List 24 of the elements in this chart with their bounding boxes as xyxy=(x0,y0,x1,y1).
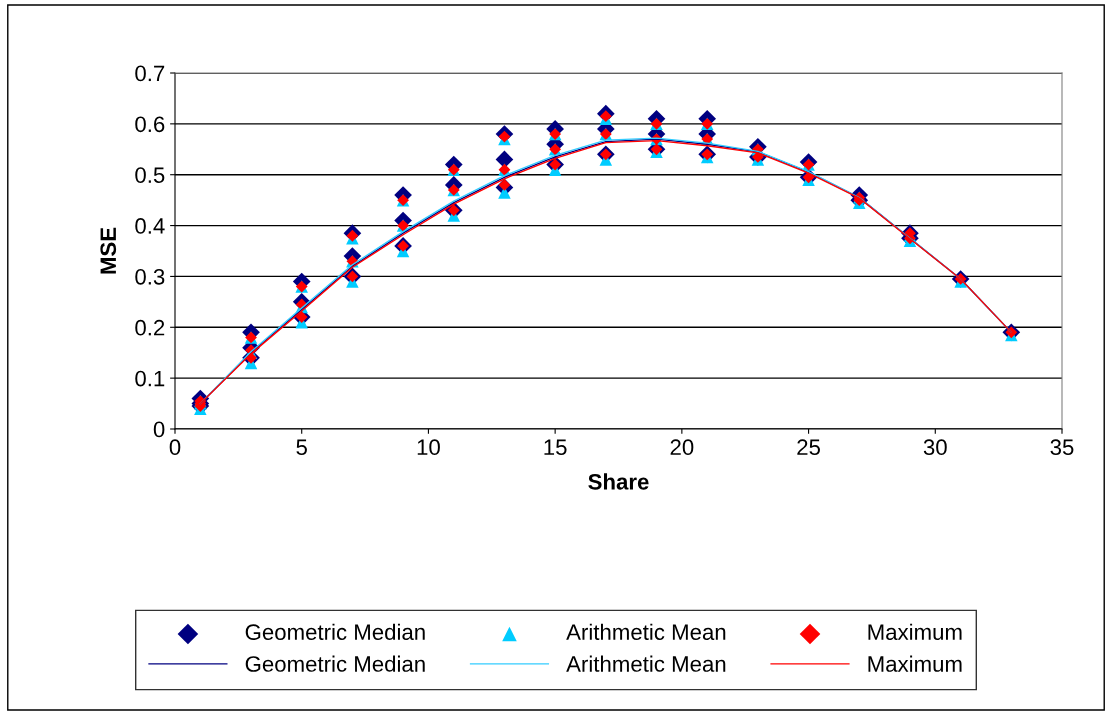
x-tick-label: 15 xyxy=(544,439,567,456)
legend-label: Maximum xyxy=(868,655,962,672)
legend-label: Geometric Median xyxy=(245,655,425,672)
x-tick-label: 10 xyxy=(417,439,440,456)
x-tick-label: 5 xyxy=(296,439,307,456)
legend-label: Geometric Median xyxy=(245,623,425,641)
y-tick-label: 0 xyxy=(153,421,165,438)
x-tick-label: 35 xyxy=(1050,439,1074,456)
x-tick-label: 20 xyxy=(670,439,694,456)
x-axis-title: Share xyxy=(588,473,649,490)
x-tick-label: 25 xyxy=(797,439,820,456)
y-tick-label: 0.7 xyxy=(135,65,165,82)
y-tick-label: 0.5 xyxy=(135,167,165,183)
y-tick-label: 0.3 xyxy=(135,268,165,285)
legend-label: Arithmetic Mean xyxy=(566,655,726,672)
x-tick-label: 30 xyxy=(923,439,947,456)
y-tick-label: 0.2 xyxy=(135,319,165,336)
y-tick-label: 0.6 xyxy=(135,116,165,133)
y-tick-label: 0.1 xyxy=(135,370,165,387)
legend-label: Arithmetic Mean xyxy=(566,623,726,641)
legend-label: Maximum xyxy=(868,623,962,641)
x-tick-label: 0 xyxy=(169,439,181,456)
y-tick-label: 0.4 xyxy=(135,218,165,234)
y-axis-title: MSE xyxy=(100,227,117,274)
